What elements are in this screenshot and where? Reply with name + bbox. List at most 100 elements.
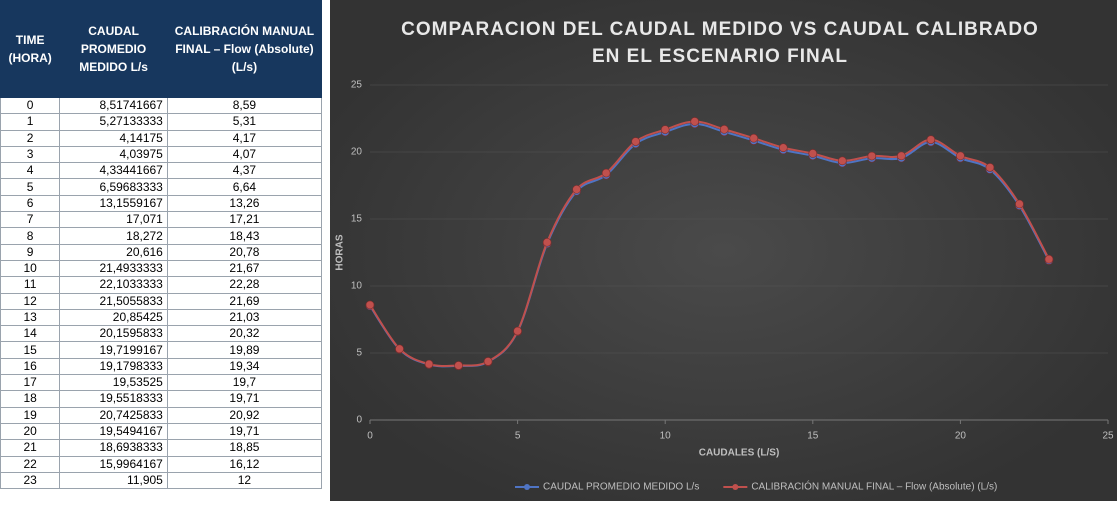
table-cell: 21 (0, 439, 61, 457)
table-cell: 11 (0, 276, 61, 294)
table-cell: 21,69 (166, 292, 323, 310)
table-cell: 4 (0, 162, 61, 180)
series-line (369, 122, 1050, 368)
chart: COMPARACION DEL CAUDAL MEDIDO VS CAUDAL … (330, 0, 1117, 501)
series-marker (808, 149, 818, 158)
table-row: 17 19,53525 19,7 (0, 374, 323, 392)
table-cell: 19,71 (166, 390, 323, 408)
series-marker (631, 137, 640, 146)
table-cell: 0 (0, 96, 61, 115)
series-marker (867, 151, 877, 161)
table-cell: 19,71 (166, 422, 323, 441)
table-row: 0 8,51741667 8,59 (0, 96, 323, 115)
series-marker (513, 326, 522, 336)
table-cell: 18,43 (166, 227, 323, 245)
y-tick-label: 15 (351, 214, 363, 225)
x-axis-label: CAUDALES (L/S) (699, 448, 780, 459)
table-cell: 9 (0, 243, 61, 261)
series-marker (956, 151, 965, 161)
y-tick-label: 0 (356, 415, 362, 426)
table-row: 20 19,5494167 19,71 (0, 422, 323, 441)
table-cell: 4,17 (166, 129, 323, 147)
table-cell: 19,7199167 (59, 341, 168, 359)
series-marker (1015, 199, 1024, 209)
table-row: 19 20,7425833 20,92 (0, 406, 323, 424)
table-row: 9 20,616 20,78 (0, 243, 323, 261)
table-cell: 4,07 (166, 145, 323, 164)
table-cell: 4,14175 (59, 129, 168, 147)
x-tick-label: 5 (515, 431, 521, 442)
table-cell: 5,27133333 (59, 113, 168, 131)
table-cell: 17 (0, 374, 61, 392)
series-line (369, 120, 1050, 367)
table-cell: 4,37 (166, 162, 323, 180)
series-marker (395, 344, 404, 354)
series-marker (690, 117, 700, 126)
table-cell: 13 (0, 308, 61, 327)
legend-marker (524, 484, 530, 490)
table-cell: 18,6938333 (59, 439, 168, 457)
table-cell: 18,272 (59, 227, 168, 245)
y-tick-label: 10 (351, 281, 363, 292)
table-cell: 8 (0, 227, 61, 245)
table-cell: 15 (0, 341, 61, 359)
series-marker (424, 359, 434, 369)
table-cell: 22 (0, 455, 61, 473)
table-cell: 19,5494167 (59, 422, 168, 441)
legend-label: CAUDAL PROMEDIO MEDIDO L/s (543, 482, 699, 493)
table-cell: 6 (0, 194, 61, 213)
table-cell: 17,071 (59, 211, 168, 229)
table-row: 11 22,1033333 22,28 (0, 276, 323, 294)
y-tick-label: 5 (356, 348, 362, 359)
table-row: 12 21,5055833 21,69 (0, 292, 323, 310)
table-cell: 20,92 (166, 406, 323, 424)
table-row: 4 4,33441667 4,37 (0, 162, 323, 180)
y-tick-label: 25 (351, 80, 363, 91)
series-marker (542, 238, 552, 247)
series-marker (572, 185, 581, 194)
table-cell: 16 (0, 357, 61, 376)
table-cell: 20,32 (166, 325, 323, 343)
table-row: 10 21,4933333 21,67 (0, 259, 323, 278)
table-row: 8 18,272 18,43 (0, 227, 323, 245)
table-cell: 11,905 (59, 471, 168, 490)
table-cell: 20,78 (166, 243, 323, 261)
table-cell: 5,31 (166, 113, 323, 131)
series-marker (454, 361, 463, 370)
table-cell: 17,21 (166, 211, 323, 229)
data-table: TIME (HORA) CAUDAL PROMEDIO MEDIDO L/s CAL… (0, 0, 323, 490)
table-cell: 8,51741667 (59, 96, 168, 115)
table-cell: 6,64 (166, 178, 323, 196)
series-marker (1044, 254, 1054, 264)
table-cell: 4,03975 (59, 145, 168, 164)
table-cell: 19,5518333 (59, 390, 168, 408)
series-marker (719, 125, 729, 134)
y-tick-label: 20 (351, 147, 363, 158)
series-marker (985, 163, 995, 172)
series-marker (838, 156, 847, 166)
table-cell: 15,9964167 (59, 455, 168, 473)
table-cell: 19,7 (166, 374, 323, 392)
table-row: 5 6,59683333 6,64 (0, 178, 323, 196)
table-cell: 21,03 (166, 308, 323, 327)
table-cell: 22,28 (166, 276, 323, 294)
table-cell: 20,7425833 (59, 406, 168, 424)
series-marker (926, 135, 936, 144)
table-cell: 8,59 (166, 96, 323, 115)
table-cell: 7 (0, 211, 61, 229)
table-row: 22 15,9964167 16,12 (0, 455, 323, 473)
header-cell: CAUDAL PROMEDIO MEDIDO L/s (59, 0, 168, 98)
table-row: 16 19,1798333 19,34 (0, 357, 323, 376)
table-cell: 3 (0, 145, 61, 164)
table-cell: 6,59683333 (59, 178, 168, 196)
header-cell: CALIBRACIÓN MANUAL FINAL – Flow (Absolut… (166, 0, 323, 98)
table-cell: 18,85 (166, 439, 323, 457)
legend-label: CALIBRACIÓN MANUAL FINAL – Flow (Absolut… (751, 480, 997, 493)
table-cell: 2 (0, 129, 61, 147)
table-cell: 20,616 (59, 243, 168, 261)
x-tick-label: 0 (367, 431, 373, 442)
table-row: 7 17,071 17,21 (0, 211, 323, 229)
table-cell: 12 (166, 471, 323, 490)
table-cell: 20,85425 (59, 308, 168, 327)
